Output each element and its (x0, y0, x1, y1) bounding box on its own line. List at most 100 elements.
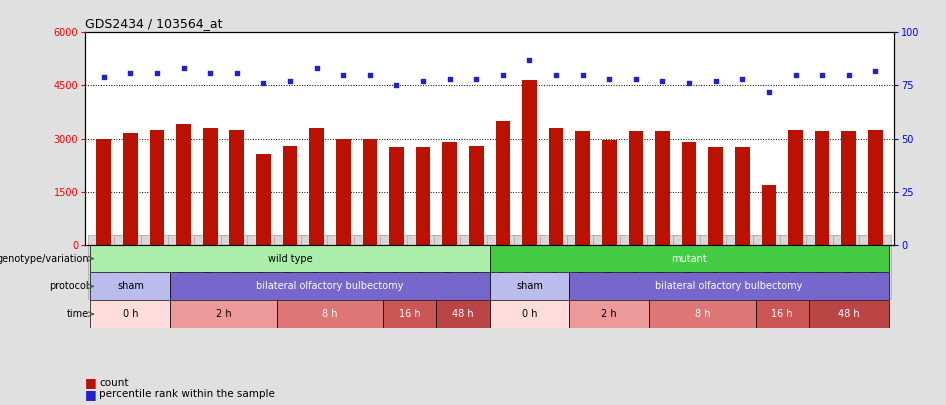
Point (149, 70, 165, 76)
Point (602, 76, 617, 82)
Text: genotype/variation: genotype/variation (0, 254, 89, 264)
Point (336, 72, 351, 78)
Point (202, 70, 218, 76)
Point (229, 70, 244, 76)
Bar (230, 130, 244, 245)
Point (841, 72, 856, 78)
Text: bilateral olfactory bulbectomy: bilateral olfactory bulbectomy (656, 281, 803, 291)
Bar (469, 146, 483, 245)
Bar (709, 147, 723, 245)
Bar (809, 300, 888, 328)
Bar (256, 154, 271, 245)
Bar (91, 273, 170, 300)
Text: ■: ■ (85, 376, 96, 389)
Text: wild type: wild type (268, 254, 312, 264)
Bar (283, 146, 297, 245)
Bar (202, 128, 218, 245)
Bar (123, 133, 138, 245)
Text: protocol: protocol (49, 281, 89, 291)
Point (788, 72, 803, 78)
Bar (788, 130, 803, 245)
Text: 0 h: 0 h (123, 309, 138, 319)
Bar (841, 132, 856, 245)
Point (309, 65, 324, 72)
Point (255, 80, 271, 87)
Bar (569, 273, 888, 300)
Bar (489, 245, 888, 273)
Point (681, 80, 696, 87)
Bar (868, 130, 883, 245)
Text: percentile rank within the sample: percentile rank within the sample (99, 390, 275, 399)
Bar (336, 139, 351, 245)
Bar (489, 300, 569, 328)
Text: 16 h: 16 h (399, 309, 421, 319)
Text: 48 h: 48 h (838, 309, 860, 319)
Bar (91, 245, 490, 273)
Bar (649, 300, 756, 328)
Text: count: count (99, 378, 129, 388)
Point (468, 76, 483, 82)
Bar (276, 300, 383, 328)
Bar (443, 142, 457, 245)
Point (549, 72, 564, 78)
Point (415, 78, 430, 85)
Point (628, 76, 643, 82)
Point (362, 72, 377, 78)
Bar (415, 147, 430, 245)
Bar (735, 147, 749, 245)
Bar (628, 132, 643, 245)
Text: sham: sham (516, 281, 543, 291)
Bar (756, 300, 809, 328)
Bar (522, 80, 536, 245)
Bar (149, 130, 165, 245)
Bar (436, 300, 489, 328)
Point (522, 57, 537, 63)
Bar (575, 132, 590, 245)
Point (496, 72, 511, 78)
Bar (496, 121, 510, 245)
Text: 2 h: 2 h (602, 309, 617, 319)
Point (867, 67, 883, 74)
Point (575, 72, 590, 78)
Bar (602, 140, 617, 245)
Text: GDS2434 / 103564_at: GDS2434 / 103564_at (85, 17, 222, 30)
Point (709, 78, 724, 85)
Bar (389, 147, 404, 245)
Bar (170, 273, 489, 300)
Text: ■: ■ (85, 388, 96, 401)
Point (389, 82, 404, 89)
Point (96, 74, 112, 80)
Point (735, 76, 750, 82)
Text: time: time (67, 309, 89, 319)
Bar (656, 132, 670, 245)
Bar (309, 128, 324, 245)
Point (442, 76, 457, 82)
Bar (96, 139, 111, 245)
Text: 0 h: 0 h (521, 309, 537, 319)
Text: 48 h: 48 h (452, 309, 474, 319)
Point (762, 89, 777, 95)
Point (123, 70, 138, 76)
Bar (762, 185, 777, 245)
Bar (569, 300, 649, 328)
Text: 8 h: 8 h (323, 309, 338, 319)
Point (655, 78, 670, 85)
Bar (362, 139, 377, 245)
Point (176, 65, 191, 72)
Bar (91, 300, 170, 328)
Bar (176, 124, 191, 245)
Bar (489, 273, 569, 300)
Text: 8 h: 8 h (694, 309, 710, 319)
Point (815, 72, 830, 78)
Bar (815, 132, 830, 245)
Bar (383, 300, 436, 328)
Text: sham: sham (117, 281, 144, 291)
Text: 2 h: 2 h (216, 309, 232, 319)
Bar (170, 300, 276, 328)
Text: mutant: mutant (672, 254, 707, 264)
Bar (682, 142, 696, 245)
Text: bilateral olfactory bulbectomy: bilateral olfactory bulbectomy (256, 281, 404, 291)
Bar (549, 128, 564, 245)
Point (283, 78, 298, 85)
Text: 16 h: 16 h (771, 309, 793, 319)
